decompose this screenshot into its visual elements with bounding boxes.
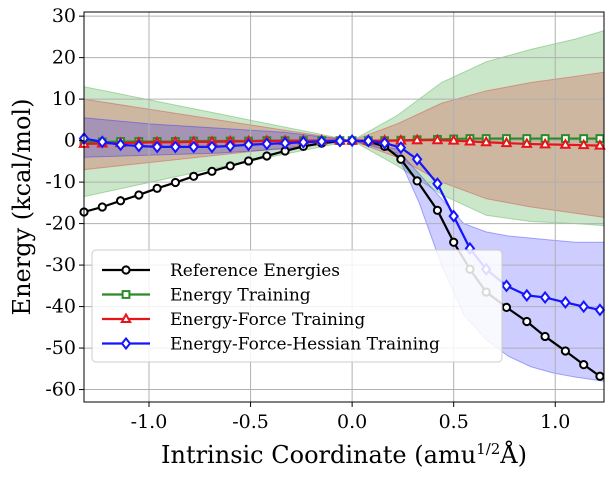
data-point bbox=[432, 177, 443, 191]
data-point bbox=[206, 140, 218, 154]
y-tick-label: -50 bbox=[45, 337, 76, 359]
data-point bbox=[559, 138, 572, 149]
data-point bbox=[262, 151, 272, 161]
data-point bbox=[432, 205, 443, 215]
data-point bbox=[579, 360, 589, 370]
data-point bbox=[298, 135, 309, 149]
legend-label: Energy-Force Training bbox=[170, 310, 365, 330]
x-tick-label: 1.0 bbox=[540, 411, 570, 433]
data-point bbox=[379, 136, 390, 150]
data-point bbox=[500, 136, 513, 148]
data-point bbox=[279, 136, 291, 150]
data-point bbox=[501, 279, 512, 293]
data-point bbox=[243, 138, 254, 152]
data-point bbox=[134, 190, 144, 200]
legend-marker bbox=[120, 312, 132, 323]
data-point bbox=[540, 331, 550, 342]
legend-marker bbox=[121, 290, 131, 299]
y-tick-label: -30 bbox=[45, 254, 76, 276]
data-point bbox=[577, 138, 590, 150]
data-point bbox=[225, 161, 235, 171]
legend-label: Energy Training bbox=[170, 286, 311, 306]
legend-item-energy-force-training: Energy-Force Training bbox=[102, 310, 365, 330]
legend-item-energy-training: Energy Training bbox=[102, 286, 311, 306]
data-point bbox=[189, 171, 199, 181]
data-point bbox=[480, 135, 493, 147]
y-tick-label: 30 bbox=[52, 5, 76, 27]
legend-label: Reference Energies bbox=[170, 261, 340, 281]
legend-label: Energy-Force-Hessian Training bbox=[170, 335, 440, 355]
data-point bbox=[188, 140, 199, 154]
data-point bbox=[501, 302, 512, 313]
x-tick-label: 0.5 bbox=[439, 411, 469, 433]
legend-marker bbox=[120, 336, 132, 351]
data-point bbox=[115, 138, 126, 152]
x-tick-label: 0.0 bbox=[337, 411, 367, 433]
data-point bbox=[243, 156, 254, 166]
data-point bbox=[539, 290, 551, 305]
y-tick-label: -40 bbox=[45, 296, 76, 318]
data-point bbox=[411, 152, 423, 166]
y-tick-label: 0 bbox=[64, 130, 76, 152]
data-point bbox=[594, 303, 606, 317]
data-point bbox=[97, 135, 108, 149]
data-point bbox=[207, 166, 217, 176]
data-point bbox=[396, 154, 406, 164]
data-point bbox=[521, 288, 533, 302]
data-point bbox=[346, 134, 358, 148]
plot-frame bbox=[83, 11, 605, 403]
data-point bbox=[594, 139, 606, 150]
data-point bbox=[578, 299, 589, 314]
data-point bbox=[151, 140, 163, 154]
x-tick-label: -1.0 bbox=[131, 411, 168, 433]
y-axis-label: Energy (kcal/mol) bbox=[8, 99, 36, 316]
data-point bbox=[595, 371, 605, 381]
data-point bbox=[224, 139, 236, 153]
data-point bbox=[448, 209, 459, 223]
y-tick-label: -10 bbox=[45, 171, 76, 193]
data-point bbox=[395, 141, 407, 155]
data-point bbox=[464, 134, 476, 146]
data-point bbox=[411, 133, 424, 145]
legend-marker bbox=[121, 265, 131, 275]
data-point bbox=[539, 137, 551, 149]
data-point bbox=[520, 137, 533, 148]
legend: Reference Energies Energy Training Energy-… bbox=[91, 249, 503, 363]
data-point bbox=[560, 346, 571, 356]
data-point bbox=[447, 134, 460, 145]
data-point bbox=[316, 134, 327, 149]
series-lines bbox=[78, 131, 606, 381]
data-point bbox=[560, 295, 571, 310]
data-point bbox=[133, 139, 145, 153]
data-point bbox=[363, 134, 374, 148]
legend-box bbox=[91, 249, 503, 363]
data-point bbox=[170, 177, 181, 188]
legend-item-reference-energies: Reference Energies bbox=[102, 261, 340, 281]
axis-ticks: -1.0 -0.5 0.0 0.5 1.0 30 20 10 0 -10 -20 -30 -40 -50 -… bbox=[45, 5, 570, 433]
y-tick-label: -20 bbox=[45, 213, 76, 235]
y-tick-label: -60 bbox=[45, 379, 76, 401]
series-energy-force-hessian-training bbox=[78, 131, 606, 317]
data-point bbox=[431, 133, 444, 145]
data-point bbox=[522, 316, 532, 327]
data-point bbox=[412, 176, 422, 186]
data-point bbox=[261, 137, 273, 151]
data-point bbox=[334, 134, 346, 148]
data-point bbox=[449, 237, 459, 247]
data-point bbox=[115, 196, 126, 206]
y-tick-label: 10 bbox=[52, 88, 76, 110]
data-point bbox=[170, 140, 181, 154]
legend-item-energy-force-hessian-training: Energy-Force-Hessian Training bbox=[102, 335, 440, 355]
y-tick-label: 20 bbox=[52, 47, 76, 69]
data-point bbox=[97, 202, 107, 212]
data-point bbox=[152, 183, 162, 193]
x-axis-label: Intrinsic Coordinate (amu1/2Å) bbox=[161, 440, 527, 469]
x-tick-label: -0.5 bbox=[232, 411, 269, 433]
